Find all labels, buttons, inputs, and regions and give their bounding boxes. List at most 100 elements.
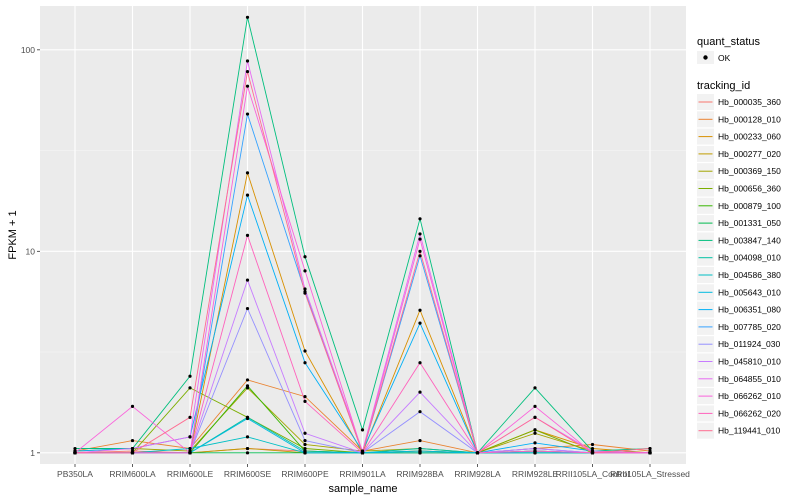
- legend-label: Hb_004586_380: [718, 270, 781, 280]
- legend-label: Hb_119441_010: [718, 426, 781, 436]
- x-tick-label: RRIM600LE: [167, 469, 214, 479]
- legend-label: Hb_001331_050: [718, 218, 781, 228]
- x-tick-label: RRIM901LA: [339, 469, 386, 479]
- legend-label: Hb_000656_360: [718, 184, 781, 194]
- data-point: [533, 404, 537, 408]
- data-point: [245, 435, 250, 439]
- series-points: [73, 15, 652, 455]
- data-point: [245, 233, 250, 237]
- data-point: [245, 15, 250, 19]
- data-point: [533, 415, 537, 419]
- data-point: [418, 361, 422, 365]
- legend-label: Hb_000128_010: [718, 114, 781, 124]
- x-tick-label: RRIM928BA: [396, 469, 444, 479]
- data-point: [418, 232, 422, 236]
- data-point: [303, 442, 307, 447]
- x-tick-label: RRIM600SE: [224, 469, 272, 479]
- legend-label: Hb_003847_140: [718, 235, 781, 245]
- data-point: [73, 451, 77, 455]
- data-point: [303, 395, 307, 399]
- data-point: [303, 446, 307, 451]
- data-point: [188, 415, 192, 419]
- legend-label: Hb_007785_020: [718, 322, 781, 332]
- ok-point-icon: [703, 55, 708, 60]
- legend-label: Hb_011924_030: [718, 339, 781, 349]
- data-point: [245, 193, 250, 197]
- data-point: [303, 255, 307, 259]
- legend-label: Hb_000035_360: [718, 97, 781, 107]
- x-tick-label: RRII105LA_Control: [556, 469, 630, 479]
- y-axis-title: FPKM + 1: [7, 210, 19, 259]
- data-point: [418, 438, 422, 443]
- legend-label: Hb_000879_100: [718, 201, 781, 211]
- data-point: [188, 451, 192, 455]
- data-point: [418, 446, 422, 451]
- legend-label: Hb_004098_010: [718, 253, 781, 263]
- data-point: [418, 410, 422, 414]
- data-point: [648, 451, 652, 455]
- data-point: [590, 446, 595, 451]
- x-tick-label: PB350LA: [57, 469, 93, 479]
- data-point: [245, 112, 250, 116]
- y-tick-label: 1: [30, 448, 35, 458]
- shape-legend-title: quant_status: [697, 36, 760, 48]
- data-point: [418, 390, 422, 394]
- data-point: [648, 446, 652, 451]
- data-point: [245, 59, 250, 63]
- x-tick-label: RRIM928LE: [512, 469, 559, 479]
- legend-label: Hb_064855_010: [718, 374, 781, 384]
- legend-label: Hb_066262_020: [718, 408, 781, 418]
- data-point: [303, 291, 307, 295]
- data-point: [360, 428, 365, 432]
- data-point: [418, 449, 422, 453]
- data-point: [303, 287, 307, 291]
- data-point: [590, 451, 595, 455]
- data-point: [130, 438, 135, 443]
- data-point: [303, 349, 307, 353]
- x-tick-label: RRII105LA_Stressed: [610, 469, 690, 479]
- data-point: [303, 438, 307, 443]
- data-point: [188, 374, 192, 378]
- data-point: [533, 449, 537, 453]
- data-point: [188, 446, 192, 451]
- data-point: [130, 404, 135, 408]
- data-point: [245, 451, 250, 455]
- data-point: [245, 171, 250, 175]
- data-point: [418, 308, 422, 312]
- data-point: [245, 306, 250, 311]
- color-legend-title: tracking_id: [697, 80, 750, 92]
- data-point: [418, 321, 422, 325]
- y-axis: 1 10 100: [21, 45, 40, 458]
- data-point: [245, 416, 250, 421]
- data-point: [590, 442, 595, 447]
- data-point: [303, 269, 307, 273]
- data-point: [533, 441, 537, 445]
- data-point: [360, 451, 365, 455]
- legend-label: Hb_000233_060: [718, 132, 781, 142]
- y-tick-label: 100: [21, 45, 35, 55]
- data-point: [245, 84, 250, 88]
- data-point: [418, 237, 422, 241]
- legend-label: Hb_005643_010: [718, 287, 781, 297]
- data-point: [245, 378, 250, 382]
- legend-label: Hb_045810_010: [718, 357, 781, 367]
- data-point: [245, 384, 250, 388]
- x-tick-label: RRIM600LA: [109, 469, 156, 479]
- data-point: [418, 249, 422, 253]
- data-point: [188, 435, 192, 439]
- data-point: [303, 431, 307, 435]
- legend-label: Hb_000277_020: [718, 149, 781, 159]
- data-point: [533, 428, 537, 432]
- x-axis-title: sample_name: [328, 483, 397, 495]
- shape-legend: quant_status OK: [697, 36, 760, 64]
- data-point: [130, 451, 135, 455]
- color-legend: tracking_id Hb_000035_360 Hb_000128_010 Hb…: [697, 80, 781, 439]
- data-point: [245, 69, 250, 74]
- legend-label: Hb_066262_010: [718, 391, 781, 401]
- data-point: [475, 451, 480, 455]
- shape-legend-entry: OK: [718, 53, 731, 63]
- legend-label: Hb_006351_080: [718, 305, 781, 315]
- data-point: [533, 386, 537, 390]
- data-point: [188, 386, 192, 390]
